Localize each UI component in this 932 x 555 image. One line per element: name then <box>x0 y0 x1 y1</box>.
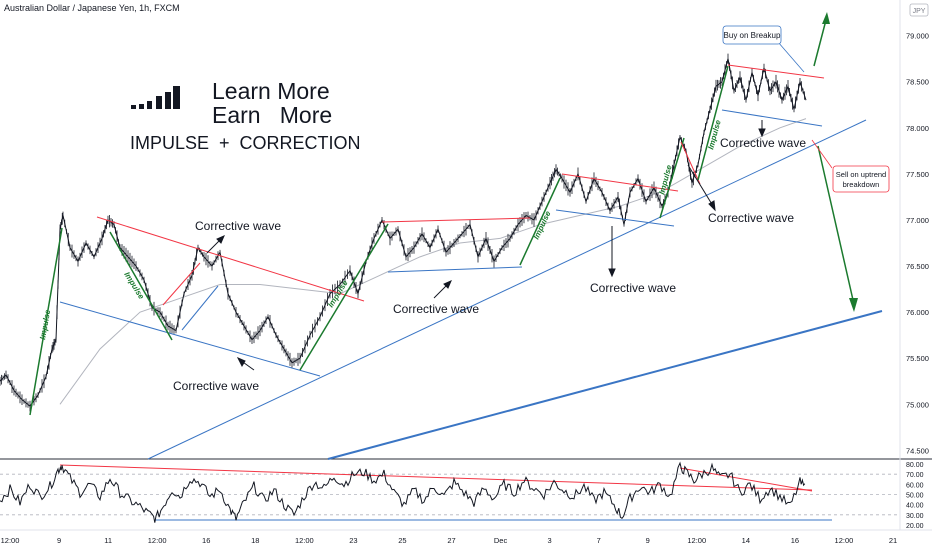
x-tick-label: 7 <box>597 536 601 545</box>
x-tick-label: 14 <box>742 536 750 545</box>
buy-on-breakup-label: Buy on Breakup <box>724 31 781 40</box>
correction1-support <box>59 301 321 377</box>
price-series-line <box>0 58 807 407</box>
oscillator-tick-label: 70.00 <box>906 472 924 479</box>
x-tick-label: 9 <box>646 536 650 545</box>
sell-label-line1: Sell on uptrend <box>836 170 886 179</box>
x-tick-label: 23 <box>349 536 357 545</box>
impulse-line-2 <box>109 231 173 341</box>
inner-red-1 <box>162 262 201 306</box>
price-tick-label: 77.000 <box>906 216 929 225</box>
inner-blue-1 <box>181 285 219 331</box>
osc-resistance <box>59 464 813 491</box>
symbol-header: Australian Dollar / Japanese Yen, 1h, FX… <box>4 3 180 13</box>
x-tick-label: 3 <box>548 536 552 545</box>
oscillator-tick-label: 30.00 <box>906 513 924 520</box>
price-tick-label: 78.000 <box>906 124 929 133</box>
x-tick-label: 27 <box>447 536 455 545</box>
x-tick-label: 12:00 <box>687 536 706 545</box>
corrective-wave-label-3: Corrective wave <box>393 302 479 316</box>
headline-line3: IMPULSE + CORRECTION <box>130 133 361 153</box>
x-tick-label: 12:00 <box>1 536 20 545</box>
price-tick-label: 74.500 <box>906 446 929 455</box>
oscillator-tick-label: 40.00 <box>906 503 924 510</box>
breakout-up-arrow <box>813 12 830 67</box>
corrective-wave-label-5: Corrective wave <box>708 211 794 225</box>
corrective-wave-label-6: Corrective wave <box>720 136 806 150</box>
oscillator-line <box>0 461 806 523</box>
x-tick-label: 25 <box>398 536 406 545</box>
sell-label-line2: breakdown <box>843 180 880 189</box>
uptrend-line-bold <box>327 310 883 460</box>
box2-resistance <box>381 217 531 223</box>
trendlines <box>29 64 883 521</box>
x-tick-label: 21 <box>889 536 897 545</box>
price-tick-label: 76.000 <box>906 308 929 317</box>
impulse-line-4 <box>519 177 561 266</box>
price-tick-label: 79.000 <box>906 32 929 41</box>
corrective-wave-label-2: Corrective wave <box>173 379 259 393</box>
impulse-line-5 <box>659 137 685 219</box>
x-tick-label: 16 <box>791 536 799 545</box>
impulse-line-1 <box>29 227 63 416</box>
currency-badge: JPY <box>913 8 926 15</box>
uptrend-line-thin <box>147 119 867 460</box>
x-tick-label: 11 <box>104 536 112 545</box>
x-tick-label: 12:00 <box>148 536 167 545</box>
box4-support <box>721 109 823 127</box>
x-tick-label: 12:00 <box>295 536 314 545</box>
price-tick-label: 76.500 <box>906 262 929 271</box>
headline-line2: Earn More <box>212 102 333 128</box>
price-tick-label: 77.500 <box>906 170 929 179</box>
corrective-wave-label-4: Corrective wave <box>590 281 676 295</box>
x-tick-label: 16 <box>202 536 210 545</box>
box4-resistance <box>727 64 825 79</box>
impulse-line-3 <box>299 223 389 371</box>
impulse-label-4: Impulse <box>532 209 553 241</box>
box2-support <box>387 266 523 273</box>
pointer-arrow-5 <box>687 164 714 207</box>
oscillator-tick-label: 50.00 <box>906 493 924 500</box>
x-tick-label: 12:00 <box>835 536 854 545</box>
price-tick-label: 75.500 <box>906 354 929 363</box>
signal-bars-icon <box>131 86 180 109</box>
oscillator-tick-label: 60.00 <box>906 482 924 489</box>
headline-line1: Learn More <box>212 78 330 104</box>
price-tick-label: 75.000 <box>906 400 929 409</box>
impulse-line-6 <box>697 65 729 181</box>
oscillator-tick-label: 20.00 <box>906 523 924 530</box>
osc-resistance-2 <box>679 467 813 492</box>
corrective-wave-label-1: Corrective wave <box>195 219 281 233</box>
x-tick-label: Dec <box>494 536 508 545</box>
breakdown-arrow <box>817 145 858 312</box>
x-tick-label: 18 <box>251 536 259 545</box>
inner-red-2 <box>680 141 701 185</box>
correction1-resistance <box>96 216 365 302</box>
x-tick-label: 9 <box>57 536 61 545</box>
box3-resistance <box>561 173 679 192</box>
impulse-label-1: Impulse <box>38 308 52 340</box>
oscillator-tick-label: 80.00 <box>906 462 924 469</box>
box3-support <box>555 209 675 227</box>
price-tick-label: 78.500 <box>906 78 929 87</box>
